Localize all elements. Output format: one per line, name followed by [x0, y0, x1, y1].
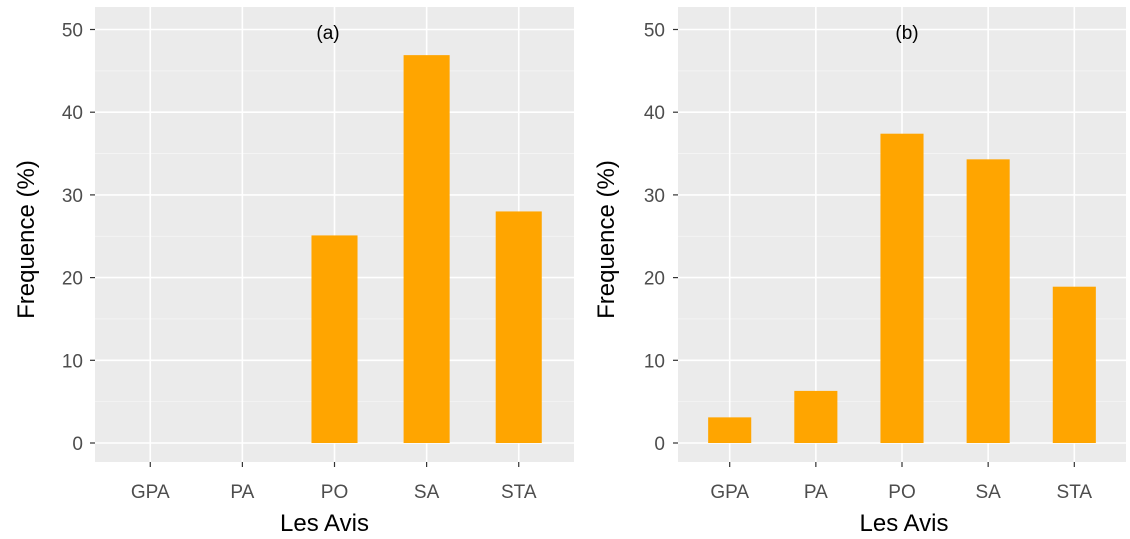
x-tick-label: GPA: [710, 482, 749, 503]
y-tick-label: 50: [644, 21, 665, 42]
chart-panel-a: (a) Les Avis Frequence (%) 0 10 20 30 40 50 GP…: [13, 7, 574, 537]
x-tick-label: SA: [975, 482, 1001, 503]
x-tick-label: STA: [1057, 482, 1093, 503]
y-tick-label: 50: [62, 21, 83, 42]
x-tick-label: SA: [414, 482, 440, 503]
chart-title-a: (a): [316, 23, 339, 44]
bar-sa: [403, 55, 450, 444]
y-tick-label: 30: [644, 186, 665, 207]
chart-panel-b: (b) Les Avis Frequence (%) 0 10 20 30 40 50 GP…: [593, 7, 1126, 537]
x-tick-label: GPA: [131, 482, 170, 503]
y-tick-label: 40: [644, 103, 665, 124]
bar-sa: [966, 159, 1010, 444]
y-tick-label: 40: [62, 103, 83, 124]
y-axis-title-a: Frequence (%): [13, 160, 40, 319]
y-tick-label: 0: [654, 434, 665, 455]
bar-po: [880, 133, 924, 443]
bar-sta: [1052, 286, 1096, 443]
x-tick-label: STA: [501, 482, 537, 503]
y-tick-label: 20: [62, 269, 83, 290]
chart-title-b: (b): [895, 23, 918, 44]
y-tick-label: 10: [62, 351, 83, 372]
x-tick-label: PO: [321, 482, 348, 503]
x-axis-title-a: Les Avis: [280, 510, 369, 537]
y-axis-title-b: Frequence (%): [593, 160, 620, 319]
x-tick-label: PA: [230, 482, 254, 503]
x-tick-label: PO: [888, 482, 915, 503]
x-axis-title-b: Les Avis: [860, 510, 949, 537]
y-tick-label: 10: [644, 351, 665, 372]
y-tick-label: 0: [72, 434, 83, 455]
bar-pa: [794, 390, 838, 443]
bar-sta: [495, 211, 542, 443]
y-tick-label: 20: [644, 269, 665, 290]
x-tick-label: PA: [804, 482, 828, 503]
bar-gpa: [708, 417, 752, 443]
y-tick-label: 30: [62, 186, 83, 207]
bar-po: [311, 235, 358, 443]
